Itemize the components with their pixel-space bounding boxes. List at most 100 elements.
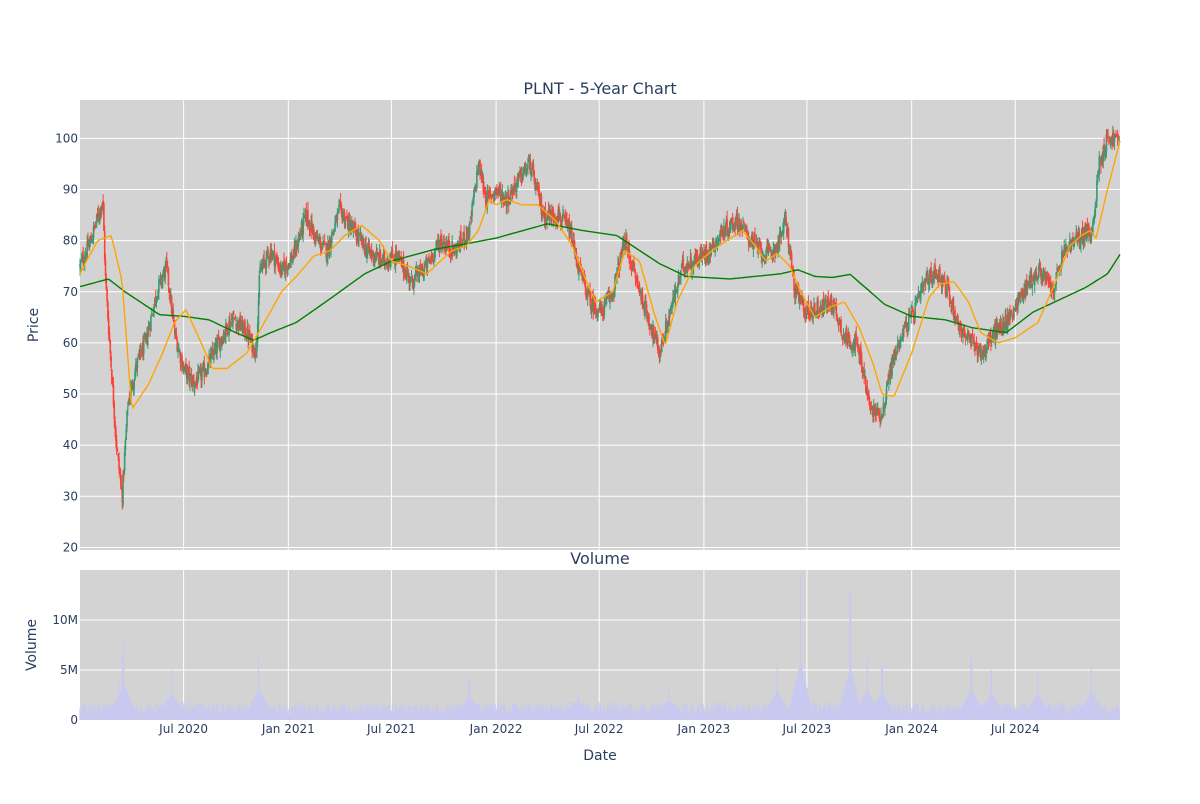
volume-bar — [493, 709, 495, 720]
volume-bar — [483, 702, 485, 720]
volume-bar — [339, 710, 342, 720]
volume-bar — [157, 702, 159, 720]
volume-bar — [328, 707, 330, 720]
volume-bar — [434, 710, 437, 720]
volume-bar — [801, 666, 803, 720]
candle-body — [217, 337, 220, 341]
volume-bar — [524, 709, 526, 720]
candle-body — [633, 262, 635, 267]
volume-bar — [915, 703, 917, 720]
volume-bar — [555, 709, 558, 720]
volume-bar — [479, 709, 481, 720]
volume-bar — [551, 709, 554, 720]
volume-bar — [672, 703, 674, 720]
volume-bar — [186, 702, 189, 720]
candle-body — [412, 281, 414, 288]
candle-body — [736, 212, 739, 229]
candle-body — [448, 248, 451, 252]
volume-bar — [464, 702, 466, 720]
volume-bar — [864, 694, 866, 720]
volume-bar — [484, 712, 486, 720]
candle-body — [192, 377, 194, 381]
volume-bar — [251, 701, 253, 720]
volume-bar — [1036, 695, 1038, 720]
volume-bar — [980, 708, 982, 720]
candle-body — [686, 263, 689, 273]
volume-bar — [84, 702, 86, 720]
volume-bar — [377, 703, 379, 720]
volume-bar — [263, 699, 265, 720]
volume-bar — [477, 702, 479, 720]
candle-body — [143, 337, 146, 339]
volume-bar — [837, 712, 839, 720]
volume-bar — [1046, 706, 1048, 720]
volume-bar — [1081, 707, 1084, 720]
candle-body — [166, 266, 169, 269]
volume-bar — [163, 703, 165, 720]
candle-body — [687, 261, 689, 268]
volume-bar — [477, 703, 480, 720]
volume-bar — [925, 712, 927, 720]
volume-bar — [198, 702, 201, 720]
candle-body — [434, 250, 437, 252]
volume-bar — [585, 704, 587, 720]
volume-plot-area — [80, 570, 1120, 720]
volume-bar — [508, 713, 511, 720]
volume-bar — [410, 714, 413, 720]
volume-bar — [693, 703, 695, 720]
volume-bar — [165, 702, 167, 720]
candle-body — [441, 238, 443, 247]
moving-average-long-line — [79, 223, 1121, 341]
volume-bar — [999, 706, 1001, 720]
candle-body — [499, 186, 501, 190]
candle-body — [885, 388, 888, 400]
volume-bar — [946, 708, 948, 720]
volume-bar — [110, 707, 112, 720]
volume-bar — [564, 714, 566, 720]
candle-body — [244, 321, 246, 336]
candle-body — [330, 242, 332, 251]
volume-bar — [1106, 710, 1108, 720]
volume-bar — [246, 709, 248, 720]
volume-bar — [1033, 700, 1035, 720]
volume-bar — [405, 711, 407, 720]
volume-bar — [126, 690, 128, 720]
volume-bar — [579, 703, 582, 720]
volume-bar — [173, 697, 175, 720]
volume-bar — [147, 703, 150, 720]
candle-body — [742, 224, 744, 230]
volume-bar — [318, 713, 320, 720]
volume-bar — [865, 691, 868, 720]
candle-body — [534, 178, 536, 191]
volume-bar — [516, 708, 519, 720]
candle-body — [107, 302, 109, 319]
volume-bar — [855, 690, 857, 720]
volume-bar — [449, 713, 452, 720]
candle-body — [100, 207, 103, 212]
volume-bar — [346, 707, 348, 720]
volume-bar — [886, 700, 888, 720]
volume-bar — [753, 703, 755, 720]
candle-body — [133, 380, 135, 390]
volume-bar — [1073, 705, 1075, 720]
volume-bar — [591, 713, 593, 720]
volume-bar — [1066, 713, 1069, 720]
volume-bar — [918, 712, 920, 720]
volume-bar — [893, 711, 895, 720]
volume-bar — [743, 704, 745, 720]
volume-bar — [634, 709, 637, 720]
volume-bar — [665, 703, 667, 720]
candle-body — [1072, 241, 1075, 247]
volume-bar — [536, 704, 539, 720]
candle-body — [837, 317, 839, 323]
candle-body — [193, 386, 196, 390]
candle-body — [727, 234, 729, 236]
volume-bar — [877, 697, 880, 720]
volume-bar — [283, 707, 285, 720]
candle-body — [616, 267, 618, 277]
volume-bar — [553, 707, 555, 720]
candle-body — [397, 252, 400, 258]
volume-bar — [1050, 705, 1053, 720]
volume-bar — [681, 712, 684, 720]
candle-body — [213, 348, 215, 361]
